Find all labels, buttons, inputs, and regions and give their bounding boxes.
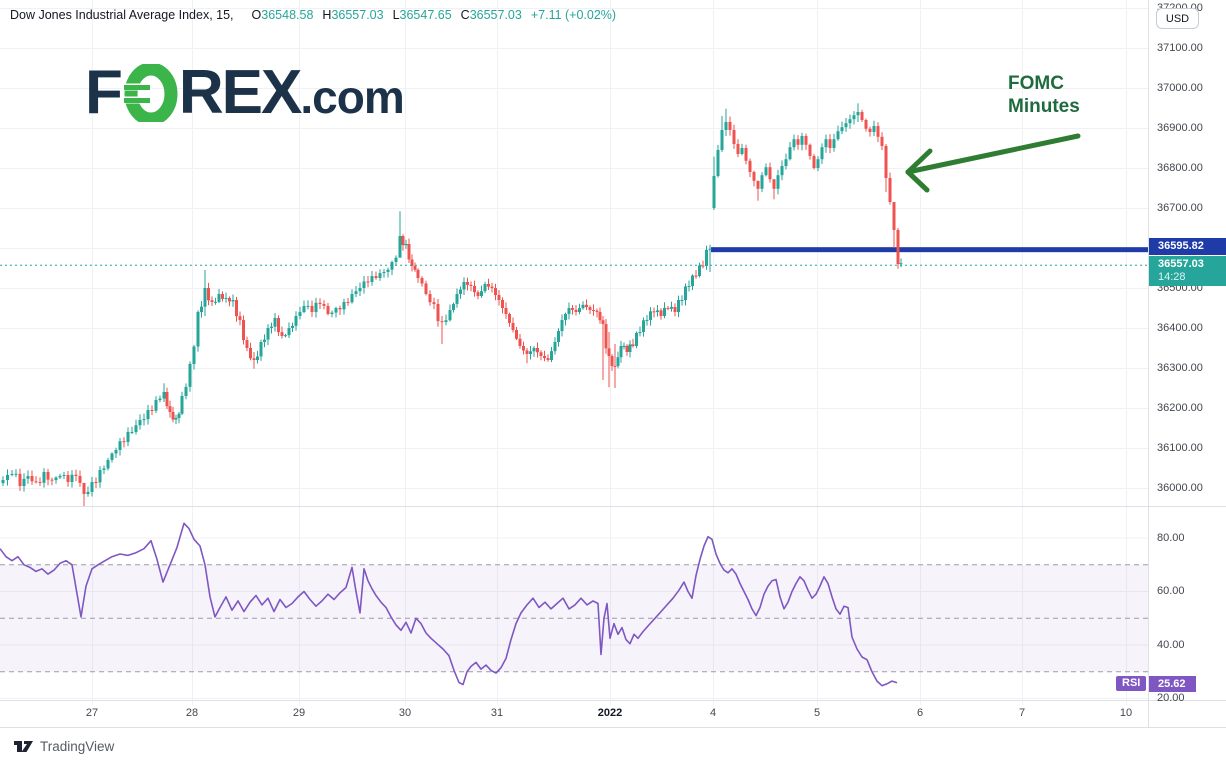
close-label: C (460, 8, 470, 22)
rsi-axis-label: 80.00 (1157, 532, 1185, 544)
tradingview-attribution[interactable]: TradingView (13, 739, 114, 754)
rsi-axis-label: 60.00 (1157, 585, 1185, 597)
time-axis-label: 30 (398, 707, 412, 719)
price-axis-label: 36300.00 (1157, 362, 1203, 374)
price-axis-label: 36900.00 (1157, 122, 1203, 134)
time-axis-label: 31 (490, 707, 504, 719)
time-axis-label: 10 (1119, 707, 1133, 719)
change-value: +7.11 (+0.02%) (530, 8, 617, 22)
currency-toggle-button[interactable]: USD (1156, 8, 1199, 29)
fomc-annotation-line1: FOMC (1008, 73, 1064, 94)
open-value: 36548.58 (261, 8, 314, 22)
forex-logo-dotcom: .com (300, 71, 404, 123)
symbol-title: Dow Jones Industrial Average Index, 15, (10, 8, 234, 22)
open-label: O (251, 8, 262, 22)
time-axis-label: 28 (185, 707, 199, 719)
time-axis-label: 2022 (597, 707, 623, 719)
current-price-value: 36557.03 (1158, 258, 1204, 270)
rsi-axis-label: 40.00 (1157, 639, 1185, 651)
forex-logo-o-icon (121, 62, 178, 126)
forex-logo-rex: REX (178, 58, 302, 127)
forex-logo-f: F (85, 58, 123, 127)
close-value: 36557.03 (469, 8, 522, 22)
price-axis-label: 36700.00 (1157, 202, 1203, 214)
forex-com-logo: F REX .com (85, 58, 405, 127)
time-axis-label: 29 (292, 707, 306, 719)
fomc-annotation-line2: Minutes (1008, 96, 1080, 117)
symbol-legend: Dow Jones Industrial Average Index, 15, O… (10, 8, 616, 22)
rsi-value-badge: 25.62 (1149, 676, 1196, 692)
horizontal-level-line[interactable] (711, 247, 1148, 253)
price-axis-label: 37100.00 (1157, 42, 1203, 54)
price-axis-label: 36200.00 (1157, 402, 1203, 414)
price-axis-label: 36800.00 (1157, 162, 1203, 174)
time-axis-label: 7 (1018, 707, 1026, 719)
high-label: H (322, 8, 332, 22)
grid-lines (0, 0, 1148, 705)
current-price-badge: 36557.03 14:28 (1149, 256, 1226, 286)
price-axis-label: 37000.00 (1157, 82, 1203, 94)
low-label: L (392, 8, 400, 22)
candlestick-series (1, 103, 903, 506)
high-value: 36557.03 (331, 8, 384, 22)
bar-countdown: 14:28 (1158, 271, 1186, 283)
time-axis-label: 27 (85, 707, 99, 719)
time-axis-label: 4 (709, 707, 717, 719)
rsi-indicator-badge: RSI (1116, 676, 1147, 691)
price-axis-label: 36100.00 (1157, 442, 1203, 454)
level-price-badge: 36595.82 (1149, 238, 1226, 255)
low-value: 36547.65 (399, 8, 452, 22)
price-axis-label: 36400.00 (1157, 322, 1203, 334)
tradingview-logo-icon (14, 741, 33, 752)
time-axis-label: 5 (813, 707, 821, 719)
price-axis-label: 36000.00 (1157, 482, 1203, 494)
fomc-annotation: FOMC Minutes (1008, 72, 1080, 118)
time-axis-label: 6 (916, 707, 924, 719)
rsi-axis-label: 20.00 (1157, 692, 1185, 704)
rsi-line (0, 522, 898, 687)
fomc-arrow (905, 133, 1081, 193)
tradingview-label: TradingView (40, 739, 115, 754)
